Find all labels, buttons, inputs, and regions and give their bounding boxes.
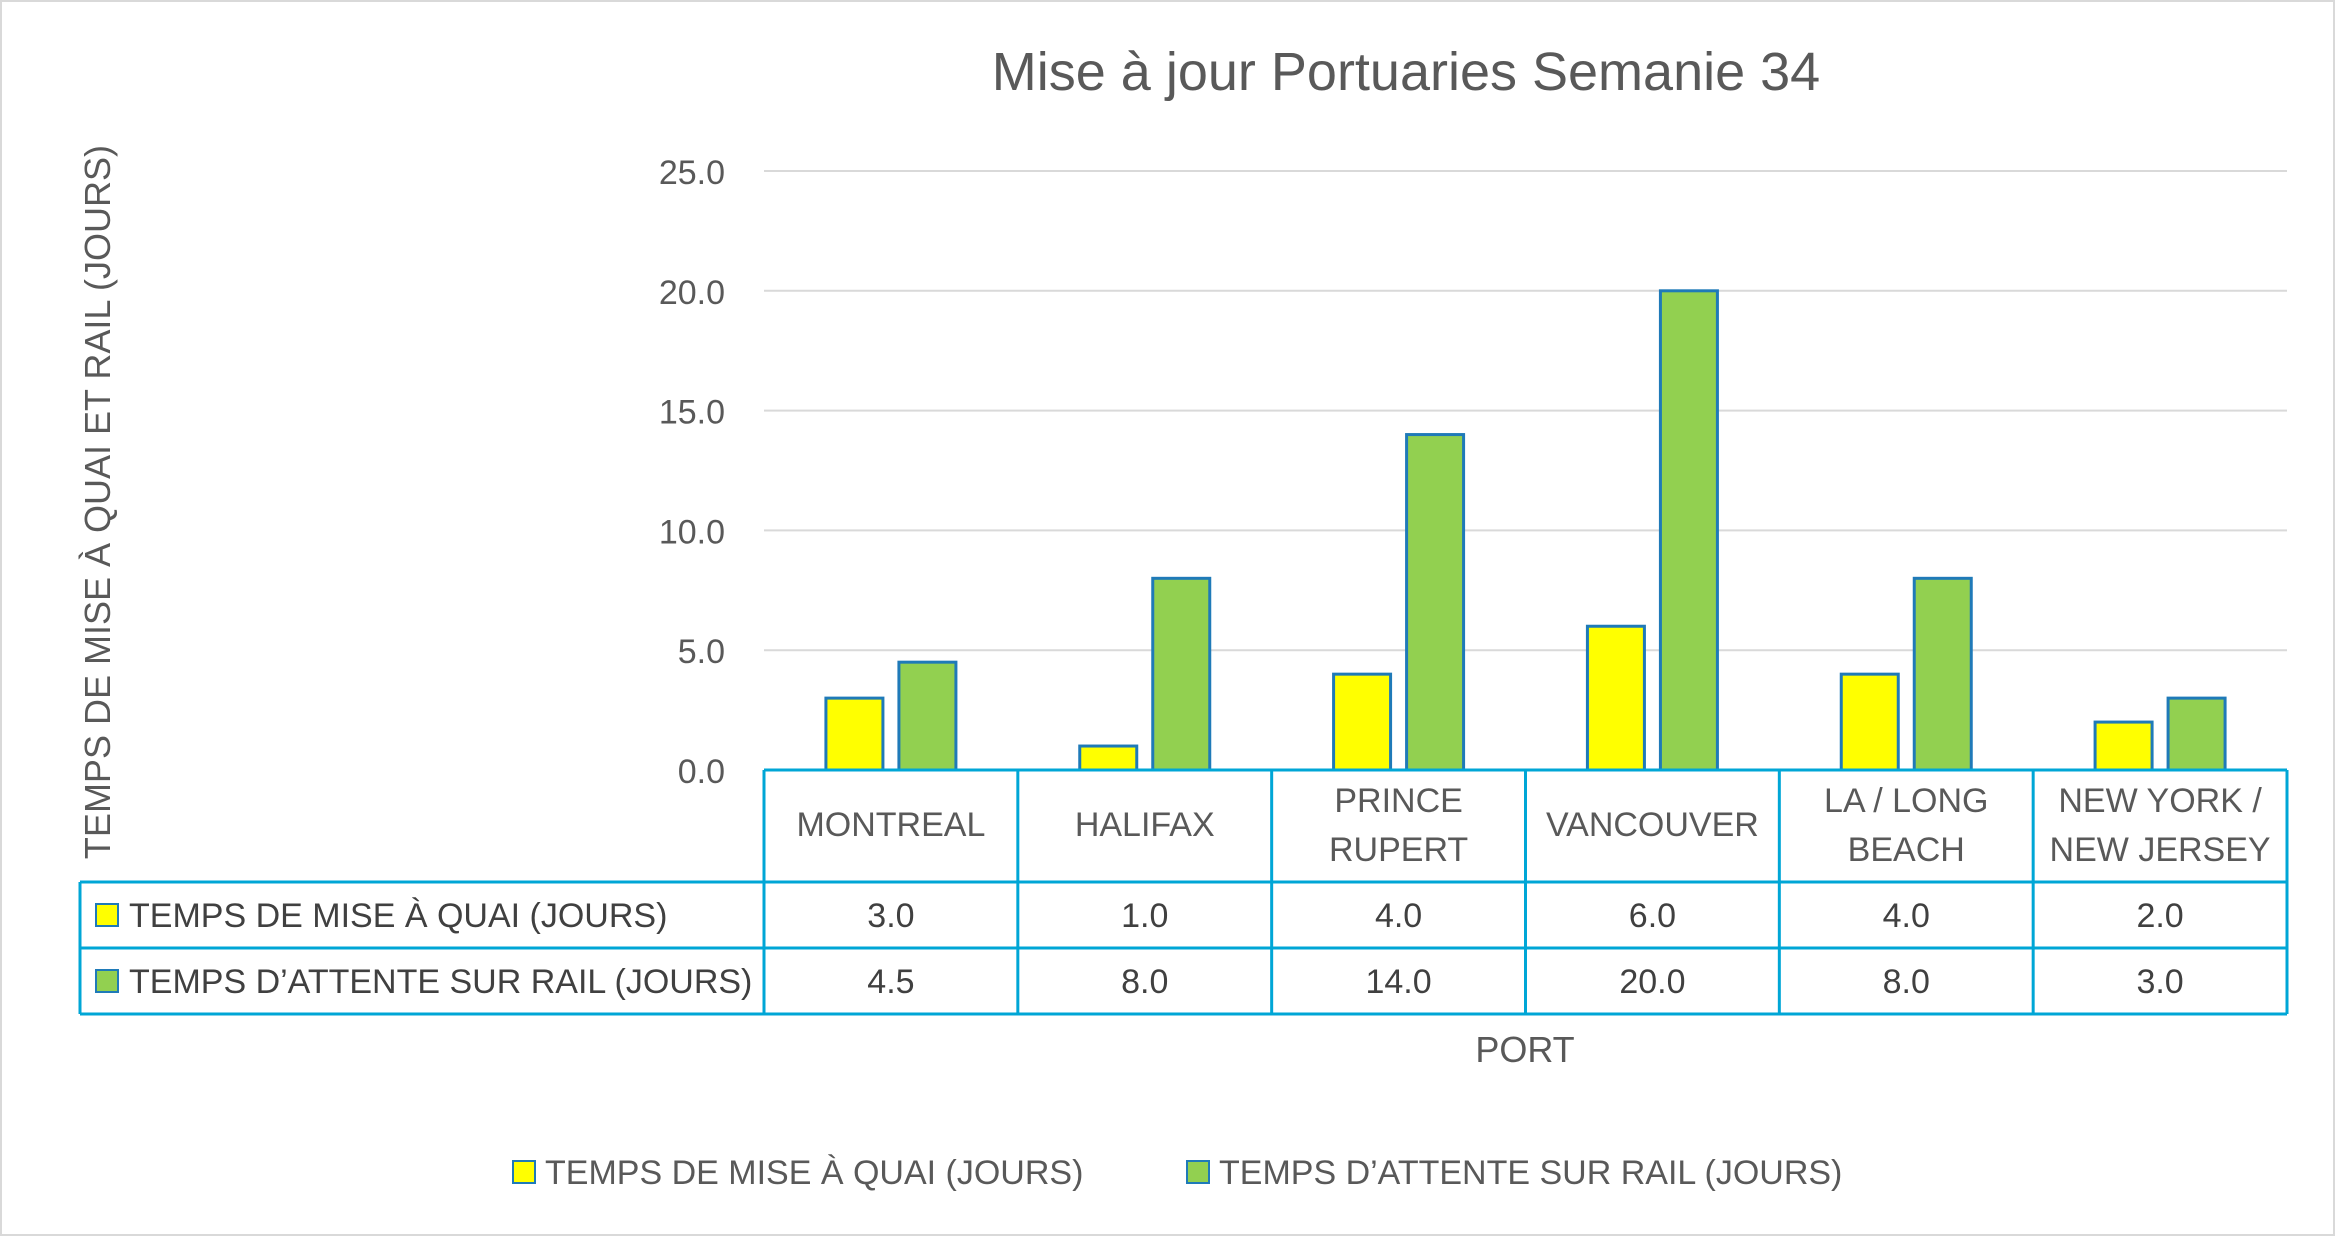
chart-title: Mise à jour Portuaries Semanie 34 xyxy=(992,42,1820,102)
legend-label: TEMPS DE MISE À QUAI (JOURS) xyxy=(545,1154,1083,1192)
category-label: RUPERT xyxy=(1329,831,1468,869)
table-value: 2.0 xyxy=(2136,897,2183,935)
bar-mise-a-quai-1 xyxy=(1078,744,1139,772)
bar-attente-rail-5 xyxy=(2166,696,2227,772)
category-label: MONTREAL xyxy=(796,806,985,844)
table-value: 1.0 xyxy=(1121,897,1168,935)
category-label: PRINCE xyxy=(1334,782,1462,820)
table-value: 6.0 xyxy=(1629,897,1676,935)
table-value: 4.0 xyxy=(1883,897,1930,935)
table-legend-key-1 xyxy=(95,969,119,993)
category-label: VANCOUVER xyxy=(1546,806,1759,844)
bar-mise-a-quai-2 xyxy=(1332,672,1393,772)
y-tick-label: 20.0 xyxy=(659,274,725,312)
legend-label: TEMPS D’ATTENTE SUR RAIL (JOURS) xyxy=(1219,1154,1842,1192)
table-legend-key-0 xyxy=(95,903,119,927)
table-value: 8.0 xyxy=(1883,963,1930,1001)
category-label: NEW JERSEY xyxy=(2050,831,2271,869)
category-label: HALIFAX xyxy=(1075,806,1215,844)
table-value: 4.0 xyxy=(1375,897,1422,935)
table-value: 14.0 xyxy=(1365,963,1431,1001)
bar-attente-rail-4 xyxy=(1912,576,1973,772)
table-value: 20.0 xyxy=(1619,963,1685,1001)
category-label: LA / LONG xyxy=(1824,782,1988,820)
x-axis-label: PORT xyxy=(1475,1029,1574,1070)
bar-mise-a-quai-0 xyxy=(824,696,885,772)
table-value: 4.5 xyxy=(867,963,914,1001)
table-value: 3.0 xyxy=(2136,963,2183,1001)
table-value: 8.0 xyxy=(1121,963,1168,1001)
bar-attente-rail-1 xyxy=(1151,576,1212,772)
table-series-name: TEMPS DE MISE À QUAI (JOURS) xyxy=(129,897,667,935)
bar-attente-rail-2 xyxy=(1405,433,1466,772)
y-tick-label: 10.0 xyxy=(659,513,725,551)
legend-key-0 xyxy=(512,1160,536,1184)
bar-mise-a-quai-4 xyxy=(1839,672,1900,772)
y-axis-label: TEMPS DE MISE À QUAI ET RAIL (JOURS) xyxy=(77,145,118,859)
bar-mise-a-quai-5 xyxy=(2093,720,2154,772)
bar-attente-rail-3 xyxy=(1658,289,1719,772)
legend-key-1 xyxy=(1186,1160,1210,1184)
y-tick-label: 5.0 xyxy=(678,633,725,671)
table-series-name: TEMPS D’ATTENTE SUR RAIL (JOURS) xyxy=(129,963,752,1001)
category-label: BEACH xyxy=(1848,831,1965,869)
table-value: 3.0 xyxy=(867,897,914,935)
bar-attente-rail-0 xyxy=(897,660,958,772)
bar-mise-a-quai-3 xyxy=(1585,624,1646,772)
category-label: NEW YORK / xyxy=(2058,782,2262,820)
y-tick-label: 25.0 xyxy=(659,154,725,192)
y-tick-label: 0.0 xyxy=(678,753,725,791)
y-tick-label: 15.0 xyxy=(659,394,725,432)
